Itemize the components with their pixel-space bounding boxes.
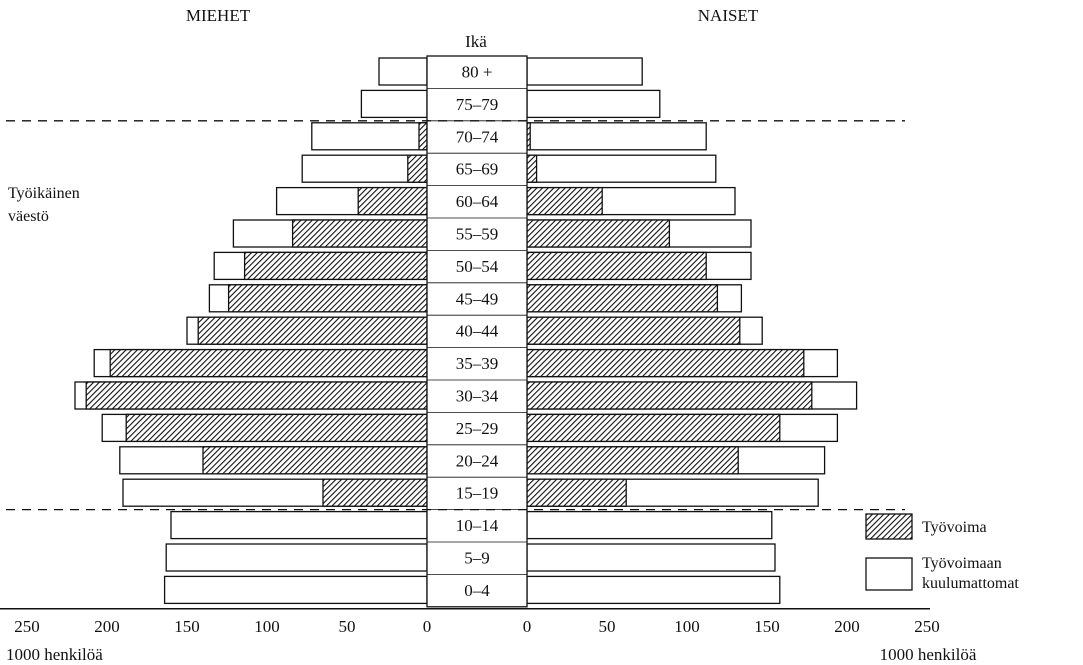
bar-female-nonlabour-0-4 <box>526 575 781 605</box>
bar-female-labour-20-24 <box>526 446 739 475</box>
bar-male-labour-65-69 <box>407 154 428 183</box>
unit-label-right: 1000 henkilöä <box>880 645 977 664</box>
bar-female-nonlabour-75-79 <box>526 89 661 119</box>
tick-label-male-0: 0 <box>423 617 432 636</box>
legend-swatch-white <box>865 557 913 591</box>
tick-label-male-50: 50 <box>339 617 356 636</box>
bar-female-labour-55-59 <box>526 219 671 248</box>
bar-male-labour-35-39 <box>109 348 428 378</box>
bar-male-nonlabour-80 <box>378 57 428 86</box>
side-annotation-line-1: Työikäinen <box>8 185 80 202</box>
age-label-35-39: 35–39 <box>456 354 499 373</box>
bar-female-labour-15-19 <box>526 478 627 507</box>
age-labels-group: 80 + 75–79 70–74 65–69 60–64 55–59 50–54 45–49 4… <box>426 55 528 608</box>
bar-male-nonlabour-5-9 <box>165 543 428 572</box>
age-label-40-44: 40–44 <box>456 322 499 341</box>
bar-female-labour-45-49 <box>526 284 719 313</box>
tick-label-female-200: 200 <box>834 617 860 636</box>
age-label-30-34: 30–34 <box>456 387 499 406</box>
bar-female-nonlabour-10-14 <box>526 510 773 540</box>
right-title: NAISET <box>698 6 759 25</box>
bar-male-labour-25-29 <box>125 413 428 443</box>
age-label-65-69: 65–69 <box>456 160 499 179</box>
legend-label-tyovoima: Työvoima <box>922 519 987 536</box>
age-label-75-79: 75–79 <box>456 95 499 114</box>
tick-label-female-100: 100 <box>674 617 700 636</box>
bar-male-labour-50-54 <box>243 251 428 281</box>
bar-male-labour-40-44 <box>197 316 428 345</box>
bar-male-nonlabour-65-69 <box>301 154 428 183</box>
bar-female-labour-35-39 <box>526 348 805 378</box>
left-title: MIEHET <box>186 6 251 25</box>
bar-female-labour-65-69 <box>526 154 538 183</box>
age-label-5-9: 5–9 <box>464 549 490 568</box>
bar-male-labour-20-24 <box>202 446 428 475</box>
age-label-15-19: 15–19 <box>456 484 499 503</box>
legend-label-kuulumattomat: Työvoimaan kuulumattomat <box>922 555 1019 592</box>
bar-male-labour-45-49 <box>227 284 428 313</box>
legend: Työvoima Työvoimaan kuulumattomat <box>865 513 1019 592</box>
bar-female-labour-50-54 <box>526 251 707 281</box>
tick-label-male-150: 150 <box>174 617 200 636</box>
tick-label-female-150: 150 <box>754 617 780 636</box>
bar-female-nonlabour-65-69 <box>526 154 717 183</box>
tick-label-male-100: 100 <box>254 617 280 636</box>
bar-male-nonlabour-10-14 <box>170 510 428 540</box>
age-label-70-74: 70–74 <box>456 127 499 146</box>
bar-female-nonlabour-80 <box>526 57 643 86</box>
tick-label-female-50: 50 <box>599 617 616 636</box>
age-column <box>426 55 528 608</box>
tick-label-male-250: 250 <box>14 617 40 636</box>
age-label-0-4: 0–4 <box>464 581 490 600</box>
bar-male-labour-70-74 <box>418 122 428 151</box>
unit-label-left: 1000 henkilöä <box>6 645 103 664</box>
tick-label-male-200: 200 <box>94 617 120 636</box>
age-label-25-29: 25–29 <box>456 419 499 438</box>
tick-label-female-250: 250 <box>914 617 940 636</box>
age-label-10-14: 10–14 <box>456 516 499 535</box>
bar-male-nonlabour-0-4 <box>163 575 428 605</box>
age-label-55-59: 55–59 <box>456 225 499 244</box>
age-label-45-49: 45–49 <box>456 289 499 308</box>
center-title: Ikä <box>465 32 487 51</box>
age-label-80: 80 + <box>462 63 493 82</box>
bar-female-nonlabour-5-9 <box>526 543 776 572</box>
legend-swatch-hatched <box>865 513 913 540</box>
age-label-60-64: 60–64 <box>456 192 499 211</box>
tick-label-female-0: 0 <box>523 617 532 636</box>
bar-female-labour-60-64 <box>526 186 603 216</box>
bar-male-labour-30-34 <box>85 381 428 410</box>
age-label-50-54: 50–54 <box>456 257 499 276</box>
bar-female-nonlabour-70-74 <box>526 122 707 151</box>
bar-male-labour-55-59 <box>291 219 428 248</box>
age-label-20-24: 20–24 <box>456 451 499 470</box>
bar-female-labour-30-34 <box>526 381 813 410</box>
bar-female-labour-25-29 <box>526 413 781 443</box>
bar-male-labour-60-64 <box>357 186 428 216</box>
bars-group <box>74 57 858 605</box>
bar-male-nonlabour-70-74 <box>311 122 428 151</box>
side-annotation-line-2: väestö <box>8 208 49 225</box>
bar-female-labour-40-44 <box>526 316 741 345</box>
tick-labels-group: 250 250 200 200 150 150 100 100 50 50 0 0 <box>0 120 940 636</box>
bar-male-nonlabour-75-79 <box>360 89 428 119</box>
bar-male-labour-15-19 <box>322 478 428 507</box>
